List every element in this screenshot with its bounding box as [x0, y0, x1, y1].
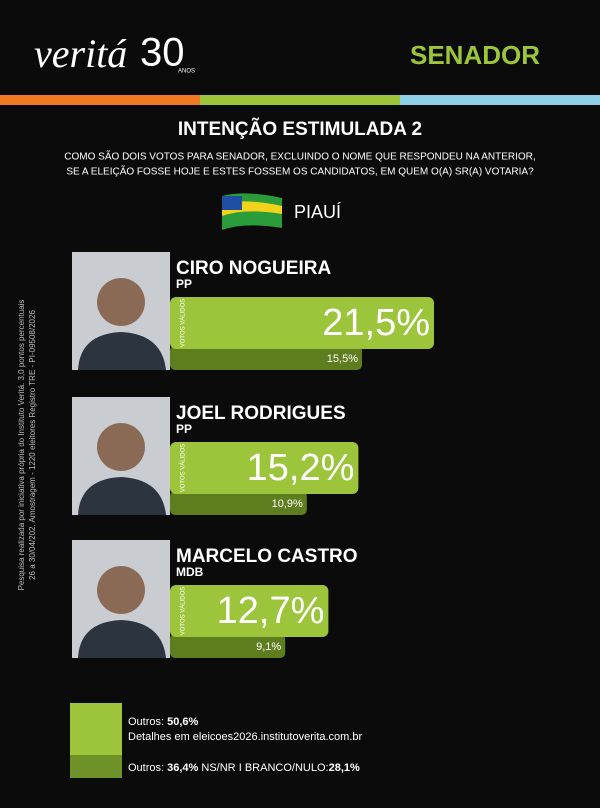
value-label-secondary: 9,1%	[256, 641, 281, 653]
candidate-name: CIRO NOGUEIRA	[176, 258, 331, 279]
brand-sub: ANOS	[178, 69, 195, 75]
flag	[222, 193, 282, 230]
bar-secondary	[170, 634, 286, 658]
stripe	[400, 95, 600, 105]
others-box	[70, 755, 122, 778]
value: 28,1%	[329, 762, 360, 774]
side-note: Pesquisa realizada por iniciativa própri…	[17, 300, 26, 591]
label: Outros:	[128, 716, 164, 728]
bar-secondary	[170, 491, 307, 515]
others-all: Outros: 36,4% NS/NR I BRANCO/NULO:28,1%	[128, 762, 360, 774]
party: PP	[176, 422, 192, 436]
brand-number: 30	[140, 31, 185, 75]
details: Detalhes em eleicoes2026.institutoverita…	[128, 731, 363, 743]
series-caption: VOTOS VÁLIDOS	[180, 444, 187, 493]
value-label-secondary: 15,5%	[327, 353, 358, 365]
side-note: 26 a 30/04/202. Amostragem - 1220 eleito…	[28, 310, 37, 580]
candidate-name: JOEL RODRIGUES	[176, 403, 346, 424]
value: 36,4%	[167, 762, 198, 774]
photo-body	[78, 477, 166, 515]
label: Outros:	[128, 762, 164, 774]
office: SENADOR	[410, 40, 540, 70]
photo-head	[97, 278, 145, 326]
value-label: 21,5%	[322, 302, 430, 344]
value: 50,6%	[167, 716, 198, 728]
bar-secondary	[170, 346, 362, 370]
value-label-secondary: 10,9%	[272, 498, 303, 510]
label: NS/NR	[201, 762, 235, 774]
party: PP	[176, 277, 192, 291]
stripe	[200, 95, 400, 105]
chart-title: INTENÇÃO ESTIMULADA 2	[178, 118, 422, 140]
subtitle: SE A ELEIÇÃO FOSSE HOJE E ESTES FOSSEM O…	[66, 165, 534, 178]
series-caption: VOTOS VÁLIDOS	[180, 587, 187, 636]
separator: I	[239, 762, 242, 774]
label: BRANCO/NULO:	[245, 762, 329, 774]
series-caption: VOTOS VÁLIDOS	[180, 299, 187, 348]
photo-head	[97, 566, 145, 614]
party: MDB	[176, 565, 204, 579]
value-label: 15,2%	[247, 447, 355, 489]
bar	[170, 442, 359, 494]
photo-head	[97, 423, 145, 471]
stripe	[0, 95, 200, 105]
bar	[170, 297, 434, 349]
value-label: 12,7%	[217, 590, 325, 632]
photo-body	[78, 332, 166, 370]
others-valid: Outros: 50,6%	[128, 716, 199, 728]
candidate-name: MARCELO CASTRO	[176, 546, 358, 567]
subtitle: COMO SÃO DOIS VOTOS PARA SENADOR, EXCLUI…	[64, 150, 535, 163]
photo-body	[78, 620, 166, 658]
region: PIAUÍ	[294, 202, 341, 222]
brand: veritá	[34, 31, 127, 76]
bar	[170, 585, 329, 637]
